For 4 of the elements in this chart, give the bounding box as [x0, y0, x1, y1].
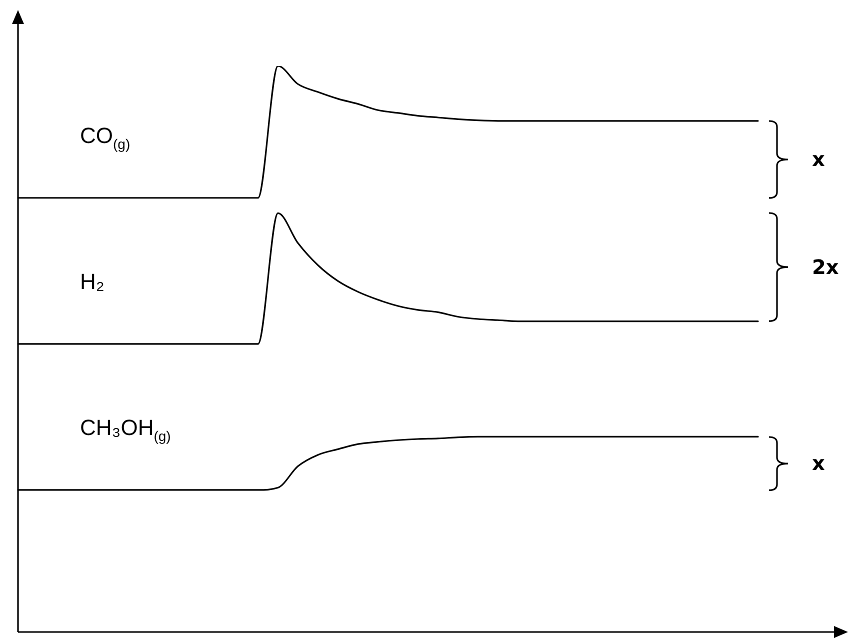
annotation: 2x: [812, 255, 839, 280]
annotation: x: [812, 451, 825, 476]
text: H₂: [80, 268, 104, 294]
annotation: x: [812, 147, 825, 172]
